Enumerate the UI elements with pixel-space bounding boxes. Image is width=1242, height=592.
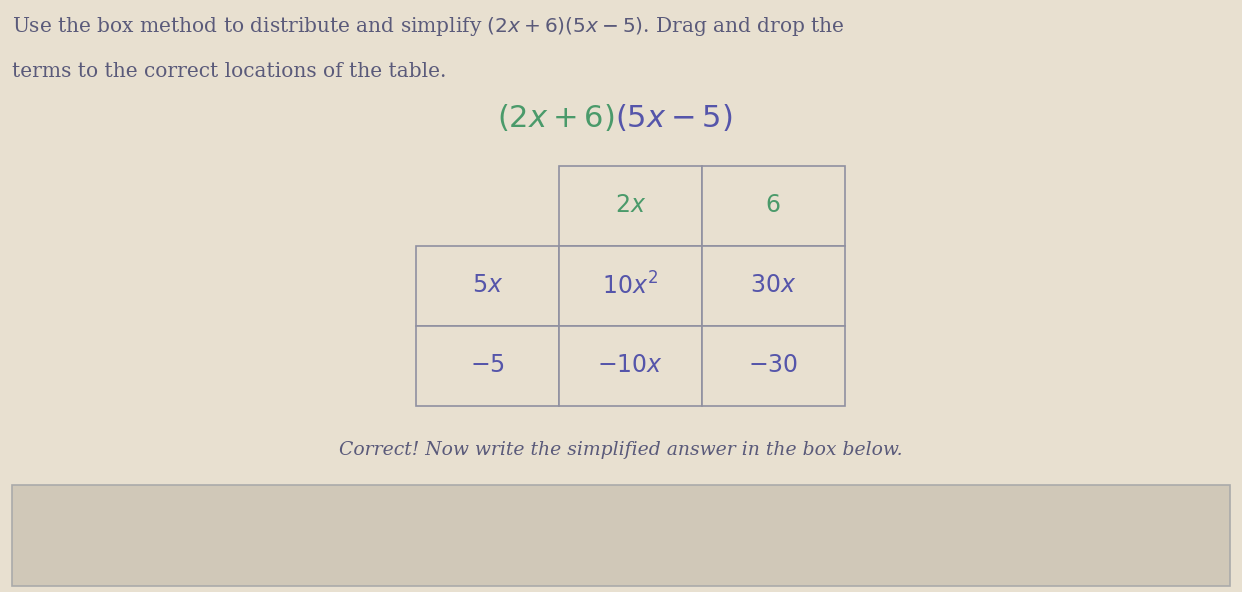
- Text: $5x$: $5x$: [472, 274, 503, 297]
- Bar: [416, 326, 559, 406]
- Bar: [559, 326, 702, 406]
- Text: $10x^2$: $10x^2$: [602, 272, 658, 299]
- Text: $2x$: $2x$: [615, 194, 646, 217]
- Text: $30x$: $30x$: [750, 274, 796, 297]
- Bar: [559, 166, 702, 246]
- Bar: [416, 246, 559, 326]
- Text: Use the box method to distribute and simplify $(2x+6)(5x-5)$. Drag and drop the: Use the box method to distribute and sim…: [12, 15, 845, 38]
- Bar: [559, 246, 702, 326]
- Text: $6$: $6$: [765, 194, 781, 217]
- Text: $(2x+6)$: $(2x+6)$: [497, 103, 615, 134]
- Text: $-10x$: $-10x$: [597, 354, 663, 377]
- Text: $-5$: $-5$: [469, 354, 505, 377]
- Text: terms to the correct locations of the table.: terms to the correct locations of the ta…: [12, 62, 447, 81]
- Bar: [702, 246, 845, 326]
- Bar: [702, 166, 845, 246]
- Text: $-30$: $-30$: [748, 354, 799, 377]
- Bar: [12, 485, 1230, 586]
- Bar: [702, 326, 845, 406]
- Text: Correct! Now write the simplified answer in the box below.: Correct! Now write the simplified answer…: [339, 441, 903, 459]
- Text: $(5x-5)$: $(5x-5)$: [615, 103, 733, 134]
